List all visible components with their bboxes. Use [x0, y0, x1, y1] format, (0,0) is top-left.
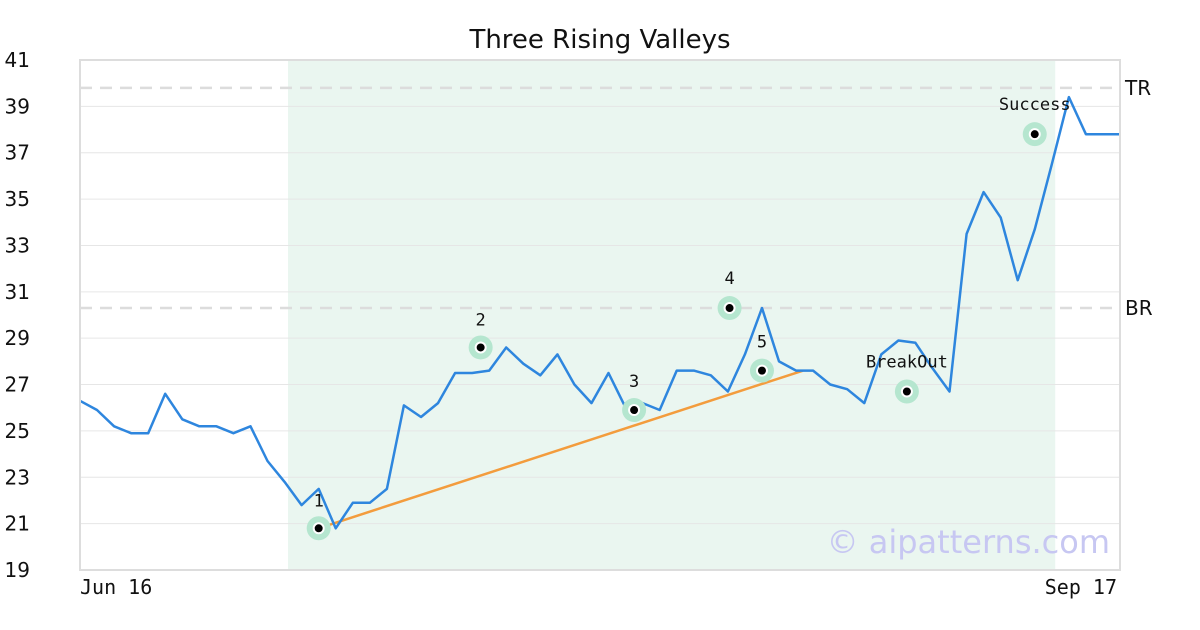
chart-title: Three Rising Valleys [468, 25, 730, 55]
y-tick-label: 29 [5, 326, 30, 350]
pattern-points: 1 2 3 4 5 BreakOut Success [306, 95, 1071, 541]
y-tick-label: 39 [5, 94, 30, 118]
y-tick-label: 31 [5, 280, 30, 304]
pattern-region [288, 60, 1056, 570]
trendline-layer [318, 369, 804, 530]
point-label-1: 1 [314, 491, 324, 511]
series-layer [79, 95, 1120, 530]
plot-background [288, 60, 1056, 570]
x-tick-label-end: Sep 17 [1045, 575, 1117, 599]
point-label-success: Success [999, 95, 1071, 115]
point-label-breakout: BreakOut [866, 353, 948, 373]
y-tick-label: 25 [5, 419, 30, 443]
point-marker-1 [312, 522, 325, 535]
y-tick-label: 33 [5, 233, 30, 257]
y-tick-label: 19 [5, 558, 30, 582]
point-marker-3 [628, 404, 641, 417]
point-marker-breakout [900, 385, 913, 398]
level-label-tr: TR [1124, 76, 1151, 100]
plot-frame [79, 59, 1121, 571]
point-marker-4 [723, 302, 736, 315]
point-label-5: 5 [757, 333, 767, 353]
trendline [318, 369, 804, 530]
x-tick-label-start: Jun 16 [80, 575, 152, 599]
y-tick-label: 37 [5, 141, 30, 165]
y-tick-label: 21 [5, 512, 30, 536]
level-label-br: BR [1125, 296, 1153, 320]
y-tick-label: 35 [5, 187, 30, 211]
point-label-2: 2 [476, 310, 486, 330]
y-tick-label: 27 [5, 373, 30, 397]
y-tick-label: 41 [5, 48, 30, 72]
price-line [79, 95, 1120, 530]
point-label-4: 4 [724, 269, 734, 289]
point-marker-5 [755, 364, 768, 377]
point-marker-2 [474, 341, 487, 354]
point-marker-success [1028, 128, 1041, 141]
watermark: © aipatterns.com [827, 523, 1110, 561]
point-label-3: 3 [629, 372, 639, 392]
y-tick-label: 23 [5, 465, 30, 489]
level-lines: TR BR [80, 76, 1153, 320]
